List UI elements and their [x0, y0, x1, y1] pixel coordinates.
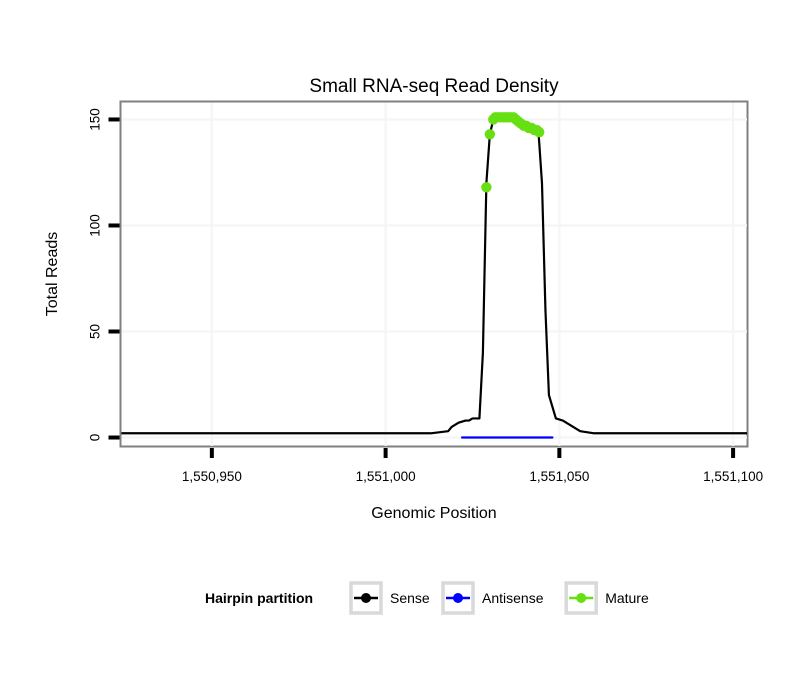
data-series-group: [121, 112, 747, 439]
x-tick-label: 1,550,950: [182, 469, 242, 484]
series-mature: [481, 112, 545, 193]
y-axis-title: Total Reads: [44, 232, 61, 317]
x-axis-title: Genomic Position: [371, 505, 496, 522]
y-axis: 0 50 100 150: [88, 108, 120, 441]
legend-entries: Sense Antisense Mature: [349, 581, 649, 615]
chart-title: Small RNA-seq Read Density: [309, 76, 559, 97]
legend-key-point: [453, 593, 463, 603]
x-tick-label: 1,551,000: [356, 469, 416, 484]
legend-entry-label: Mature: [605, 590, 649, 606]
panel-background: [119, 100, 749, 448]
legend-entry-sense[interactable]: Sense: [349, 581, 430, 615]
legend-key-point: [576, 593, 587, 603]
series-point: [484, 129, 496, 140]
legend-key-point: [361, 593, 371, 603]
legend-entry-label: Sense: [390, 590, 430, 606]
series-point: [481, 182, 492, 193]
legend-title: Hairpin partition: [205, 590, 313, 606]
legend-entry-label: Antisense: [482, 590, 544, 606]
series-point: [533, 126, 545, 138]
y-tick-label: 100: [88, 214, 103, 237]
plot-panel: [119, 100, 749, 448]
x-axis: 1,550,950 1,551,000 1,551,050 1,551,100: [182, 448, 763, 484]
gridlines: [121, 102, 747, 446]
x-tick-label: 1,551,050: [529, 469, 589, 484]
y-tick-label: 150: [88, 108, 103, 131]
y-tick-label: 50: [88, 324, 103, 339]
chart-legend: Hairpin partition Sense Antisense Mature: [205, 581, 649, 615]
legend-entry-antisense[interactable]: Antisense: [441, 581, 544, 615]
y-tick-label: 0: [88, 434, 103, 442]
legend-entry-mature[interactable]: Mature: [564, 581, 649, 615]
x-tick-label: 1,551,100: [703, 469, 763, 484]
